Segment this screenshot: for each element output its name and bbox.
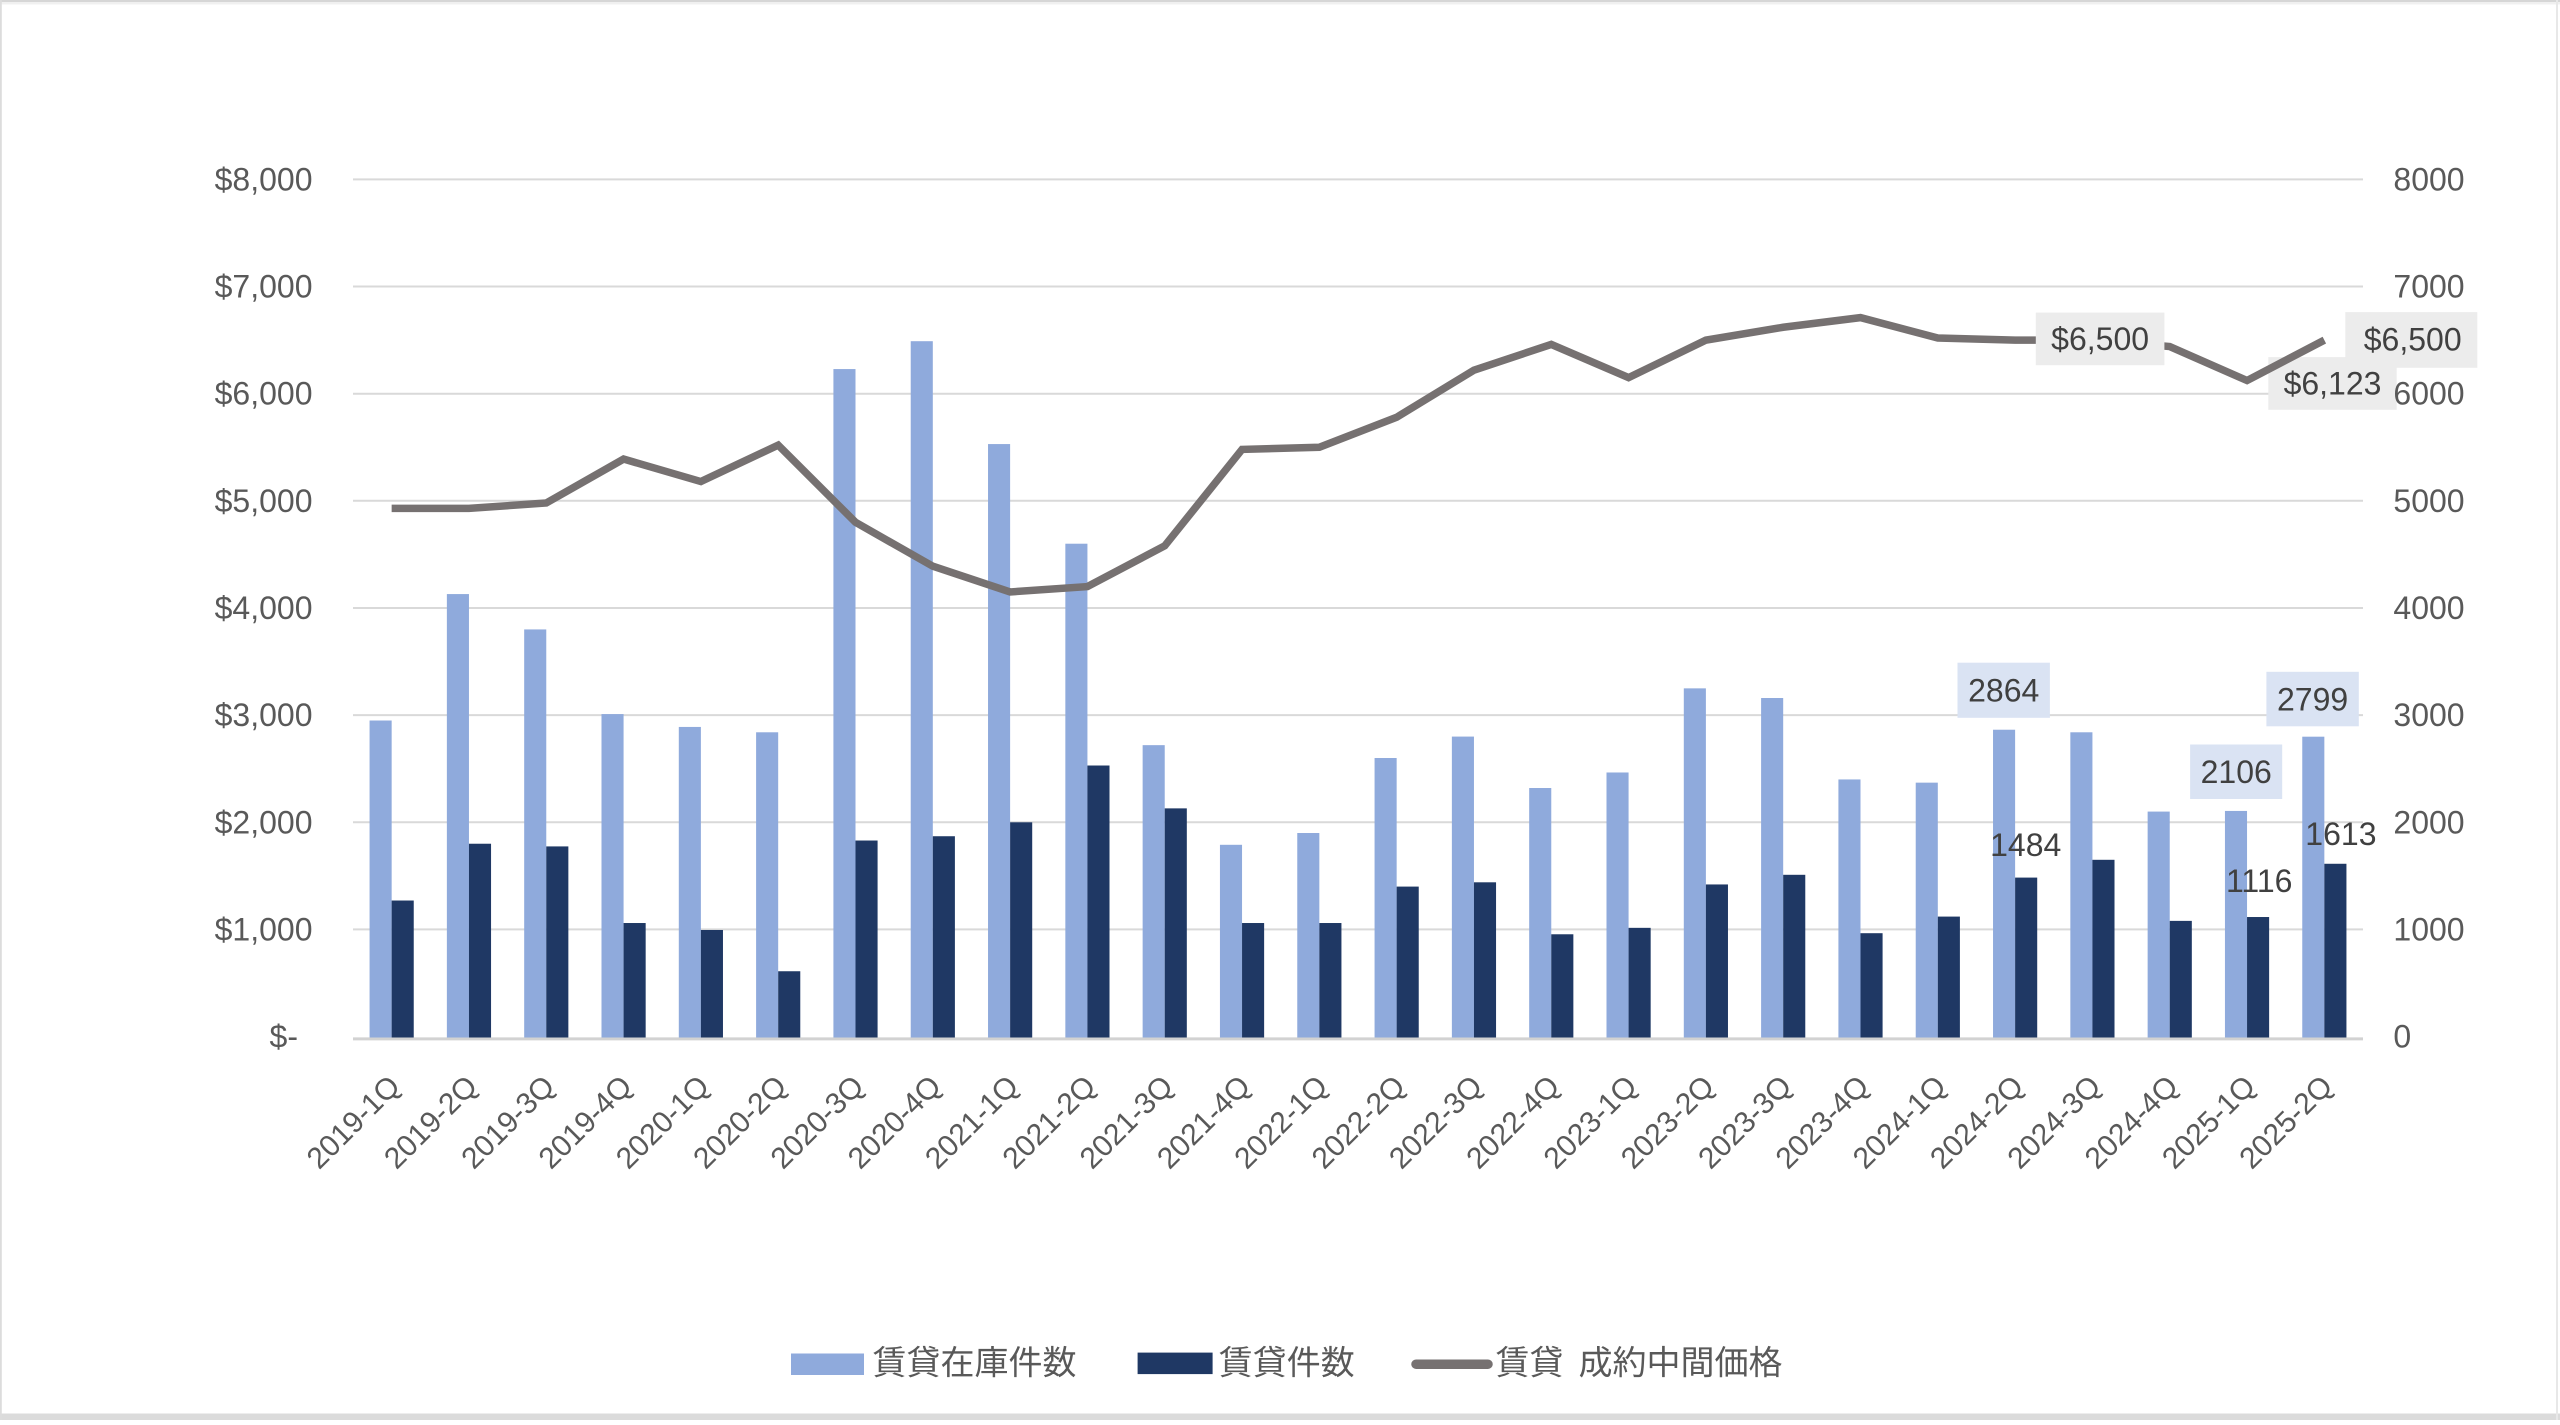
- svg-text:$-: $-: [270, 1019, 298, 1055]
- svg-text:$2,000: $2,000: [215, 804, 313, 840]
- svg-text:2000: 2000: [2393, 804, 2464, 840]
- svg-text:0: 0: [2393, 1019, 2411, 1055]
- svg-text:$3,000: $3,000: [215, 697, 313, 733]
- svg-text:5000: 5000: [2393, 483, 2464, 519]
- svg-text:$4,000: $4,000: [215, 590, 313, 626]
- svg-text:7000: 7000: [2393, 269, 2464, 305]
- svg-text:3000: 3000: [2393, 697, 2464, 733]
- svg-text:$1,000: $1,000: [215, 911, 313, 947]
- svg-text:2106: 2106: [2201, 754, 2272, 790]
- svg-text:2864: 2864: [1968, 673, 2039, 709]
- svg-text:$5,000: $5,000: [215, 483, 313, 519]
- svg-text:$6,000: $6,000: [215, 376, 313, 412]
- svg-text:$6,123: $6,123: [2284, 365, 2382, 401]
- svg-text:$6,500: $6,500: [2051, 321, 2149, 357]
- svg-text:$6,500: $6,500: [2364, 321, 2462, 357]
- svg-text:4000: 4000: [2393, 590, 2464, 626]
- svg-text:6000: 6000: [2393, 376, 2464, 412]
- svg-text:2799: 2799: [2277, 681, 2348, 717]
- svg-text:1000: 1000: [2393, 911, 2464, 947]
- svg-text:1613: 1613: [2305, 816, 2376, 852]
- svg-text:$8,000: $8,000: [215, 161, 313, 197]
- svg-text:$7,000: $7,000: [215, 269, 313, 305]
- svg-text:8000: 8000: [2393, 161, 2464, 197]
- svg-text:1484: 1484: [1990, 827, 2061, 863]
- svg-text:1116: 1116: [2226, 863, 2292, 899]
